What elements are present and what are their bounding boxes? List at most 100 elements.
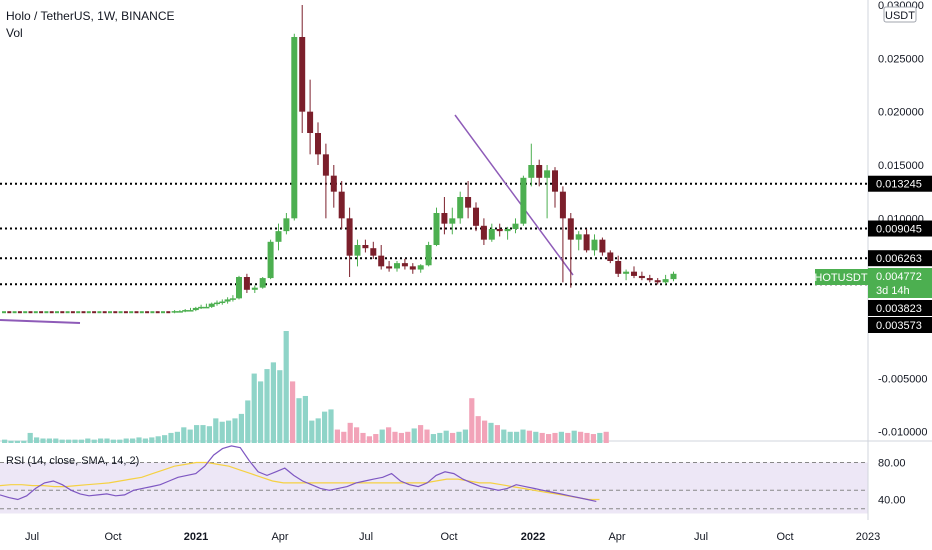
- candle: [92, 311, 97, 314]
- volume-bar: [290, 381, 296, 443]
- candle: [386, 266, 393, 269]
- price-level-box: [868, 250, 932, 267]
- candle: [182, 310, 189, 312]
- volume-bar: [91, 439, 97, 443]
- candle: [670, 273, 677, 280]
- volume-bar: [110, 439, 116, 443]
- x-tick-label: Jul: [694, 531, 708, 543]
- y-tick-label: -0.010000: [878, 427, 928, 439]
- candle: [12, 311, 17, 314]
- volume-bar: [206, 426, 212, 443]
- volume-bar: [85, 438, 91, 443]
- candle: [512, 223, 519, 229]
- volume-bar: [59, 439, 65, 443]
- candle: [86, 311, 91, 314]
- volume-bar: [494, 425, 500, 443]
- volume-bar: [232, 418, 238, 443]
- volume-bar: [584, 432, 590, 443]
- volume-bar: [251, 373, 257, 443]
- volume-bar: [366, 436, 372, 443]
- rsi-label: RSI (14, close, SMA, 14, 2): [6, 455, 140, 467]
- candle: [139, 311, 144, 314]
- price-level-box: [868, 175, 932, 192]
- candles-layer: [2, 5, 677, 314]
- volume-bar: [392, 431, 398, 443]
- x-tick-label: Jul: [25, 531, 39, 543]
- volume-bar: [277, 370, 283, 443]
- symbol-title: Holo / TetherUS, 1W, BINANCE: [6, 9, 175, 23]
- trendline: [454, 114, 574, 276]
- candle: [591, 239, 598, 251]
- candle: [259, 278, 266, 288]
- candle: [118, 311, 123, 314]
- volume-bar: [590, 434, 596, 443]
- candle: [307, 111, 314, 133]
- rsi-tick-label: 80.00: [878, 458, 906, 470]
- candle: [236, 277, 242, 299]
- candle: [638, 275, 645, 279]
- volume-bar: [373, 434, 379, 443]
- volume-layer: [2, 331, 609, 443]
- y-tick-label: -0.005000: [878, 373, 928, 385]
- candle: [166, 311, 171, 314]
- volume-bar: [245, 400, 251, 443]
- volume-bar: [322, 411, 328, 443]
- volume-bar: [437, 432, 443, 443]
- currency-badge: USDT: [885, 10, 915, 22]
- candle: [129, 311, 134, 314]
- volume-bar: [450, 432, 456, 443]
- volume-bar: [334, 429, 340, 443]
- volume-bar: [578, 431, 584, 443]
- volume-bar: [2, 439, 8, 443]
- rsi-band: [0, 462, 868, 514]
- candle: [176, 311, 183, 313]
- candle: [528, 165, 535, 178]
- volume-bar: [507, 431, 513, 443]
- rsi-tick-label: 40.00: [878, 495, 906, 507]
- volume-bar: [347, 422, 353, 443]
- volume-bar: [558, 431, 564, 443]
- candle: [283, 218, 290, 232]
- volume-bar: [565, 432, 571, 443]
- volume-bar: [379, 429, 385, 443]
- x-tick-label: 2021: [184, 531, 208, 543]
- candle: [607, 252, 614, 261]
- candle: [39, 311, 44, 314]
- volume-bar: [482, 420, 488, 443]
- candle: [417, 265, 424, 270]
- candle: [214, 302, 220, 305]
- candle: [155, 311, 160, 314]
- candle: [44, 311, 49, 314]
- volume-bar: [200, 425, 206, 443]
- y-tick-label: 0.020000: [878, 107, 924, 119]
- candle: [338, 191, 345, 219]
- x-tick-label: 2023: [856, 531, 880, 543]
- candle: [65, 311, 70, 314]
- candle: [49, 311, 54, 314]
- candle: [208, 303, 215, 307]
- volume-bar: [130, 438, 136, 443]
- candle: [362, 245, 369, 249]
- candle: [315, 133, 321, 155]
- volume-bar: [226, 420, 232, 443]
- price-level-box: [868, 220, 932, 237]
- candle: [504, 229, 511, 232]
- volume-bar: [443, 430, 449, 443]
- candle: [97, 311, 102, 314]
- candle: [631, 271, 637, 276]
- candle: [134, 311, 139, 314]
- candle: [203, 306, 210, 309]
- volume-bar: [219, 421, 225, 443]
- candle: [275, 231, 282, 242]
- volume-bar: [213, 418, 219, 443]
- volume-bar: [155, 436, 161, 443]
- ticker-symbol-box: [815, 269, 868, 285]
- volume-bar: [104, 438, 110, 443]
- price-level-label: 0.009045: [876, 224, 922, 236]
- volume-bar: [501, 429, 507, 443]
- price-level-label: 0.013245: [876, 179, 922, 191]
- volume-bar: [174, 431, 180, 443]
- x-tick-label: 2022: [521, 531, 545, 543]
- candle: [473, 207, 479, 226]
- volume-bar: [78, 439, 84, 443]
